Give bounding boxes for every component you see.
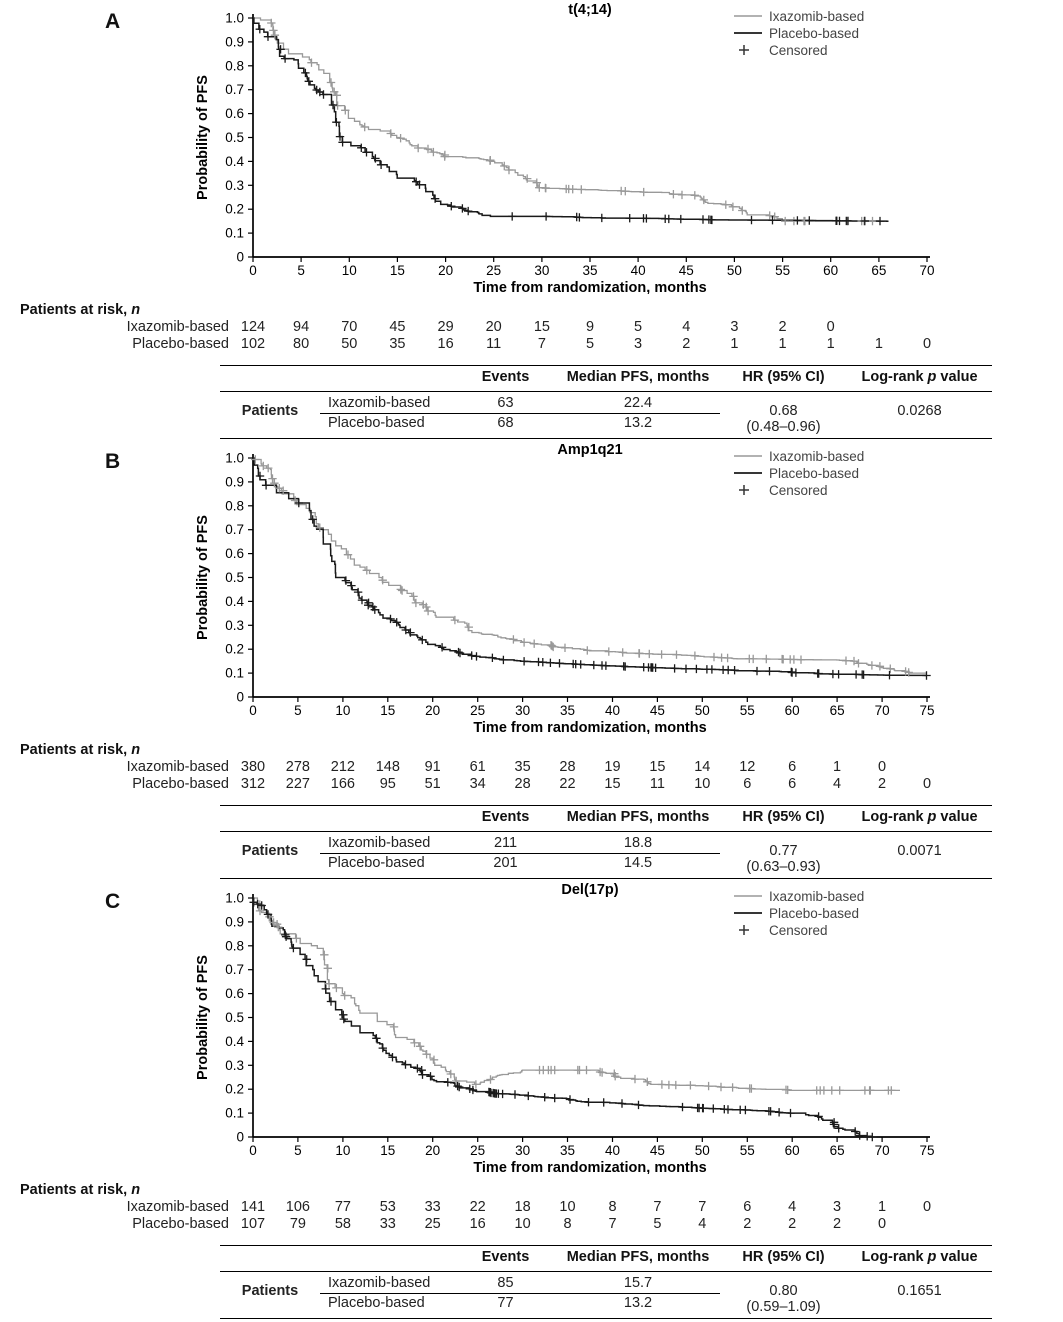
svg-text:35: 35 <box>582 263 597 278</box>
svg-text:5: 5 <box>294 703 302 718</box>
svg-text:20: 20 <box>438 263 453 278</box>
svg-text:Ixazomib-based: Ixazomib-based <box>769 889 864 904</box>
svg-text:0.5: 0.5 <box>225 570 244 585</box>
svg-text:15: 15 <box>390 263 405 278</box>
svg-text:55: 55 <box>775 263 790 278</box>
svg-text:10: 10 <box>335 1143 350 1158</box>
svg-text:0: 0 <box>236 250 244 265</box>
svg-text:Del(17p): Del(17p) <box>561 882 618 898</box>
svg-text:Placebo-based: Placebo-based <box>769 26 859 41</box>
svg-text:Amp1q21: Amp1q21 <box>557 442 622 458</box>
svg-text:0: 0 <box>236 1130 244 1145</box>
svg-text:50: 50 <box>727 263 742 278</box>
svg-text:35: 35 <box>560 1143 575 1158</box>
svg-text:60: 60 <box>785 703 800 718</box>
svg-text:0.8: 0.8 <box>225 938 244 953</box>
svg-text:0: 0 <box>249 1143 257 1158</box>
svg-text:0.7: 0.7 <box>225 82 244 97</box>
svg-text:0.2: 0.2 <box>225 202 244 217</box>
svg-text:1.0: 1.0 <box>225 11 244 26</box>
svg-text:40: 40 <box>631 263 646 278</box>
svg-text:Time from randomization, month: Time from randomization, months <box>473 1160 706 1174</box>
svg-text:25: 25 <box>470 1143 485 1158</box>
svg-text:0.1: 0.1 <box>225 666 244 681</box>
svg-text:0.6: 0.6 <box>225 546 244 561</box>
svg-text:5: 5 <box>294 1143 302 1158</box>
svg-text:Placebo-based: Placebo-based <box>769 906 859 921</box>
svg-text:Time from randomization, month: Time from randomization, months <box>473 720 706 734</box>
svg-text:0.9: 0.9 <box>225 474 244 489</box>
svg-text:5: 5 <box>297 263 305 278</box>
svg-text:0.6: 0.6 <box>225 986 244 1001</box>
svg-text:60: 60 <box>823 263 838 278</box>
svg-text:60: 60 <box>785 1143 800 1158</box>
svg-text:0.9: 0.9 <box>225 34 244 49</box>
svg-text:0.1: 0.1 <box>225 1106 244 1121</box>
svg-text:Probability of PFS: Probability of PFS <box>195 515 211 640</box>
svg-text:30: 30 <box>515 703 530 718</box>
svg-text:70: 70 <box>919 263 934 278</box>
svg-text:0.4: 0.4 <box>225 594 244 609</box>
svg-text:10: 10 <box>342 263 357 278</box>
svg-text:0.3: 0.3 <box>225 178 244 193</box>
svg-text:Probability of PFS: Probability of PFS <box>195 955 211 1080</box>
svg-text:0.5: 0.5 <box>225 130 244 145</box>
svg-text:0.3: 0.3 <box>225 1058 244 1073</box>
svg-text:0: 0 <box>249 263 257 278</box>
svg-text:65: 65 <box>871 263 886 278</box>
svg-text:0.3: 0.3 <box>225 618 244 633</box>
svg-text:20: 20 <box>425 1143 440 1158</box>
svg-text:0.9: 0.9 <box>225 914 244 929</box>
svg-text:0.5: 0.5 <box>225 1010 244 1025</box>
svg-text:25: 25 <box>486 263 501 278</box>
svg-text:45: 45 <box>650 1143 665 1158</box>
svg-text:Censored: Censored <box>769 923 828 938</box>
svg-text:0.2: 0.2 <box>225 1082 244 1097</box>
svg-text:30: 30 <box>515 1143 530 1158</box>
svg-text:40: 40 <box>605 1143 620 1158</box>
svg-text:Probability of PFS: Probability of PFS <box>195 75 211 200</box>
svg-text:65: 65 <box>830 1143 845 1158</box>
svg-text:15: 15 <box>380 1143 395 1158</box>
svg-text:75: 75 <box>919 1143 934 1158</box>
svg-text:Placebo-based: Placebo-based <box>769 466 859 481</box>
svg-text:0.2: 0.2 <box>225 642 244 657</box>
svg-text:55: 55 <box>740 703 755 718</box>
svg-text:1.0: 1.0 <box>225 891 244 906</box>
svg-text:70: 70 <box>875 1143 890 1158</box>
svg-text:10: 10 <box>335 703 350 718</box>
svg-text:45: 45 <box>650 703 665 718</box>
svg-text:0.4: 0.4 <box>225 154 244 169</box>
svg-text:0.7: 0.7 <box>225 522 244 537</box>
svg-text:0.4: 0.4 <box>225 1034 244 1049</box>
svg-text:30: 30 <box>534 263 549 278</box>
svg-text:1.0: 1.0 <box>225 451 244 466</box>
svg-text:0.1: 0.1 <box>225 226 244 241</box>
svg-text:Censored: Censored <box>769 483 828 498</box>
svg-text:0.6: 0.6 <box>225 106 244 121</box>
svg-text:t(4;14): t(4;14) <box>568 2 612 18</box>
svg-text:Ixazomib-based: Ixazomib-based <box>769 9 864 24</box>
svg-text:0: 0 <box>249 703 257 718</box>
svg-text:Ixazomib-based: Ixazomib-based <box>769 449 864 464</box>
svg-text:0.8: 0.8 <box>225 58 244 73</box>
svg-text:45: 45 <box>679 263 694 278</box>
svg-text:0.8: 0.8 <box>225 498 244 513</box>
svg-text:65: 65 <box>830 703 845 718</box>
svg-text:50: 50 <box>695 1143 710 1158</box>
svg-text:0.7: 0.7 <box>225 962 244 977</box>
svg-text:35: 35 <box>560 703 575 718</box>
svg-text:55: 55 <box>740 1143 755 1158</box>
svg-text:50: 50 <box>695 703 710 718</box>
svg-text:0: 0 <box>236 690 244 705</box>
svg-text:75: 75 <box>919 703 934 718</box>
svg-text:25: 25 <box>470 703 485 718</box>
svg-text:70: 70 <box>875 703 890 718</box>
svg-text:40: 40 <box>605 703 620 718</box>
svg-text:20: 20 <box>425 703 440 718</box>
svg-text:15: 15 <box>380 703 395 718</box>
svg-text:Censored: Censored <box>769 43 828 58</box>
svg-text:Time from randomization, month: Time from randomization, months <box>473 280 706 294</box>
